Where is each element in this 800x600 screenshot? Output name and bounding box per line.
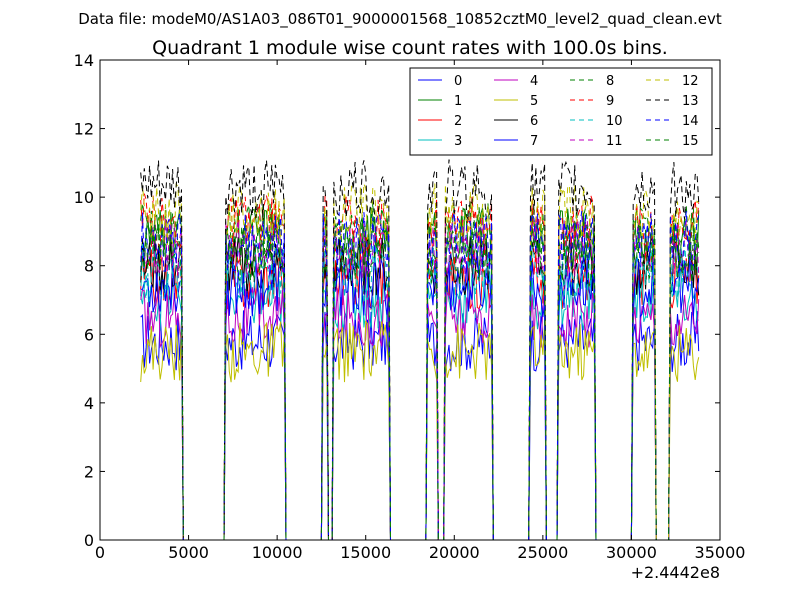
legend-label-9: 9 xyxy=(606,94,614,109)
series-line-5 xyxy=(140,320,700,540)
legend-label-3: 3 xyxy=(454,134,462,149)
x-tick-label: 35000 xyxy=(695,543,746,562)
legend-label-1: 1 xyxy=(454,94,462,109)
legend-label-11: 11 xyxy=(606,134,623,149)
legend-label-4: 4 xyxy=(530,74,538,89)
x-tick-label: 20000 xyxy=(429,543,480,562)
x-tick-label: 15000 xyxy=(340,543,391,562)
series-line-4 xyxy=(140,286,700,540)
legend-label-7: 7 xyxy=(530,134,538,149)
series-line-15 xyxy=(140,224,700,540)
x-tick-label: 0 xyxy=(95,543,105,562)
legend-label-0: 0 xyxy=(454,74,462,89)
legend-box xyxy=(409,67,713,156)
series-line-9 xyxy=(140,193,700,540)
series-line-3 xyxy=(140,267,699,540)
plot-frame xyxy=(99,59,721,541)
y-tick-label: 6 xyxy=(84,325,94,344)
y-tick-label: 4 xyxy=(84,394,94,413)
legend-label-12: 12 xyxy=(682,74,699,89)
chart-suptitle: Data file: modeM0/AS1A03_086T01_90000015… xyxy=(78,10,722,29)
y-tick-label: 2 xyxy=(84,462,94,481)
series-line-10 xyxy=(140,241,700,540)
legend-label-6: 6 xyxy=(530,114,538,129)
x-tick-label: 25000 xyxy=(517,543,568,562)
chart-title: Quadrant 1 module wise count rates with … xyxy=(152,37,668,59)
legend-label-10: 10 xyxy=(606,114,623,129)
y-tick-label: 0 xyxy=(84,531,94,550)
legend-label-5: 5 xyxy=(530,94,538,109)
y-tick-label: 10 xyxy=(74,188,94,207)
series-line-0 xyxy=(140,310,700,540)
legend-label-13: 13 xyxy=(682,94,699,109)
legend-label-14: 14 xyxy=(682,114,699,129)
x-axis: 0 5000 10000 15000 20000 25000 30000 35000 xyxy=(95,60,746,562)
series-line-13 xyxy=(140,159,700,540)
legend-label-15: 15 xyxy=(682,134,699,149)
x-offset-label: +2.4442e8 xyxy=(631,563,720,582)
x-tick-label: 30000 xyxy=(606,543,657,562)
legend-label-2: 2 xyxy=(454,114,462,129)
series-layer xyxy=(140,159,700,540)
y-tick-label: 12 xyxy=(74,120,94,139)
series-line-14 xyxy=(140,210,700,540)
y-tick-label: 14 xyxy=(74,51,94,70)
x-tick-label: 10000 xyxy=(252,543,303,562)
legend-label-8: 8 xyxy=(606,74,614,89)
x-tick-label: 5000 xyxy=(168,543,209,562)
y-tick-label: 8 xyxy=(84,257,94,276)
series-line-7 xyxy=(140,255,700,540)
series-line-6 xyxy=(140,235,700,540)
